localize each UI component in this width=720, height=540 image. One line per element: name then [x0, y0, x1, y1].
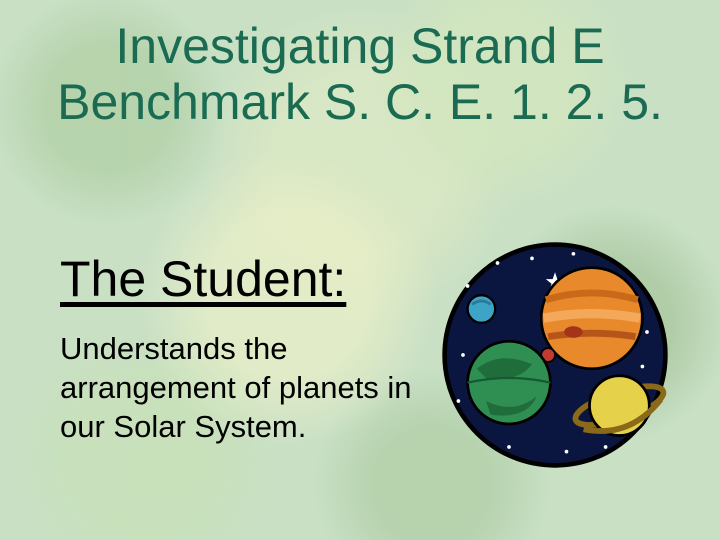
solar-system-icon: [440, 240, 670, 470]
slide-title: Investigating Strand E Benchmark S. C. E…: [0, 18, 720, 130]
title-line-2: Benchmark S. C. E. 1. 2. 5.: [57, 74, 663, 130]
solar-system-clipart: [440, 240, 670, 470]
title-line-1: Investigating Strand E: [115, 18, 604, 74]
subheading: The Student:: [60, 250, 346, 308]
body-text: Understands the arrangement of planets i…: [60, 330, 430, 446]
